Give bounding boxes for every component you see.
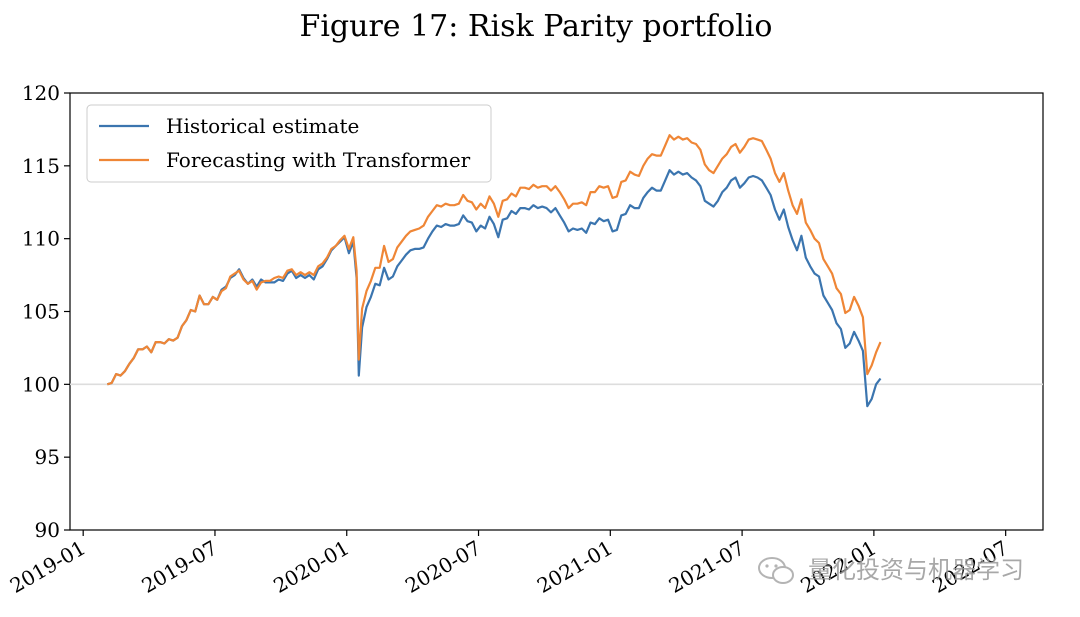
watermark-text: 量化投资与机器学习	[808, 556, 1024, 584]
x-tick-label: 2019-07	[137, 536, 221, 598]
chart-title: Figure 17: Risk Parity portfolio	[300, 9, 773, 44]
y-tick-label: 100	[22, 372, 60, 396]
x-tick-label: 2021-07	[665, 536, 749, 598]
y-tick-label: 95	[35, 445, 60, 469]
y-tick-label: 110	[22, 227, 60, 251]
wechat-icon	[758, 557, 794, 584]
y-axis: 90 95 100 105 110 115 120	[22, 81, 70, 542]
legend-label-transformer: Forecasting with Transformer	[166, 148, 471, 172]
y-tick-label: 115	[22, 154, 60, 178]
watermark: 量化投资与机器学习	[758, 556, 1024, 584]
x-tick-label: 2020-07	[401, 536, 485, 598]
y-tick-label: 120	[22, 81, 60, 105]
series-line-transformer	[106, 134, 882, 386]
x-tick-label: 2020-01	[269, 536, 353, 598]
plot-area	[69, 92, 1044, 531]
y-tick-label: 90	[35, 518, 60, 542]
legend-label-historical: Historical estimate	[166, 114, 359, 138]
x-tick-label: 2019-01	[6, 536, 90, 598]
legend: Historical estimate Forecasting with Tra…	[86, 104, 492, 183]
x-tick-label: 2021-01	[533, 536, 617, 598]
legend-box	[86, 104, 492, 183]
y-tick-label: 105	[22, 300, 60, 324]
